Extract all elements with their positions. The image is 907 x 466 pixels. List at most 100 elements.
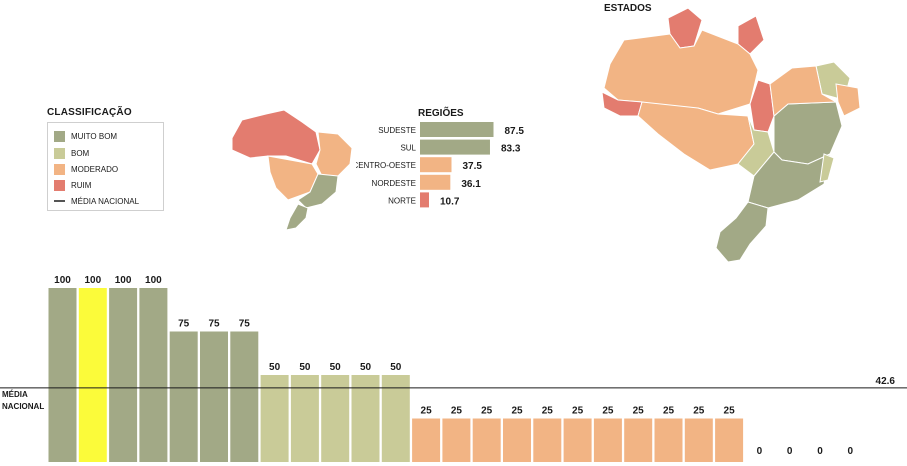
region-bar [420,174,451,190]
states-title: ESTADOS [604,3,652,14]
state-value-label: 25 [481,406,493,417]
state-bar [321,375,350,462]
state-value-label: 75 [208,319,220,330]
map-state-muito-bom-bahia [773,101,843,165]
average-axis-label: NACIONAL [2,402,44,411]
regions-chart: SUDESTE 87.5 SUL 83.3 CENTRO-OESTE 37.5 NORDES… [356,122,525,208]
state-value-label: 25 [572,406,584,417]
state-bar [442,418,471,462]
map-region-norte [231,109,321,165]
average-axis-label: MÉDIA [2,390,28,399]
state-bar [230,331,259,462]
region-label: SUL [400,144,416,153]
legend-item-ruim: RUIM [54,178,91,192]
average-value-label: 42.6 [876,376,896,387]
state-value-label: 50 [299,362,311,373]
state-value-label: 25 [451,406,463,417]
legend-average-line [54,200,65,202]
map-state-moderado-west [637,101,755,171]
state-bar [169,331,198,462]
region-label: SUDESTE [378,126,416,135]
state-bar [260,375,289,462]
region-bar [420,139,490,155]
state-value-label: 25 [693,406,705,417]
legend-label: BOM [71,148,90,158]
state-bar [503,418,531,462]
map-state-moderado-ne [769,65,838,117]
state-value-label: 100 [115,275,132,286]
state-bar [412,418,441,462]
state-value-label: 25 [633,406,645,417]
state-bar [715,418,744,462]
legend: MUITO BOM BOM MODERADO RUIM MÉDIA NACION… [47,122,164,211]
state-bar [290,375,319,462]
state-value-label: 25 [602,406,614,417]
state-value-label: 0 [757,446,763,457]
region-value-label: 37.5 [463,161,483,172]
legend-title: CLASSIFICAÇÃO [47,107,132,118]
state-value-label: 50 [360,362,372,373]
state-bar [563,418,592,462]
map-state-ruim-ne [737,15,765,55]
state-value-label: 25 [663,406,675,417]
legend-swatch [54,163,65,175]
state-value-label: 0 [848,446,854,457]
region-value-label: 83.3 [501,144,521,155]
state-value-label: 0 [817,446,823,457]
legend-swatch [54,130,65,142]
state-bar [533,418,562,462]
state-bar [381,375,410,462]
legend-item-muito-bom: MUITO BOM [54,129,117,143]
state-value-label: 25 [421,406,433,417]
map-state-moderado-east [835,83,861,117]
map-state-bom-es [819,153,835,183]
state-bar [684,418,713,462]
state-value-label: 100 [145,275,162,286]
legend-label: MUITO BOM [71,131,118,141]
state-value-label: 50 [390,362,402,373]
regions-map [231,109,353,231]
legend-label: MÉDIA NACIONAL [71,196,140,206]
state-bar [109,288,138,462]
map-region-sudeste [297,173,339,209]
map-region-nordeste [315,131,353,181]
state-value-label: 75 [239,319,251,330]
state-value-label: 25 [542,406,554,417]
state-value-label: 25 [511,406,523,417]
legend-swatch [54,179,65,191]
legend-item-bom: BOM [54,146,89,160]
state-bar [139,288,168,462]
state-bar [200,331,228,462]
states-bar-chart: 100 100 100 100 75 75 75 50 50 50 50 50 25 25 25 25 25 25… [0,275,907,462]
legend-label: RUIM [71,180,92,190]
state-bar [78,288,107,462]
legend-swatch [54,147,65,159]
state-bar [351,375,380,462]
region-label: NORDESTE [372,179,416,188]
state-value-label: 25 [724,406,736,417]
regions-title: REGIÕES [418,108,464,119]
state-value-label: 0 [787,446,793,457]
state-bar [48,288,77,462]
legend-item-moderado: MODERADO [54,162,118,176]
region-value-label: 36.1 [461,179,481,190]
map-region-centro-oeste [267,155,319,201]
region-value-label: 10.7 [440,196,460,207]
state-value-label: 75 [178,319,190,330]
state-value-label: 50 [269,362,281,373]
region-bar [420,122,494,137]
states-map [601,7,861,263]
region-value-label: 87.5 [505,126,525,137]
region-bar [420,192,429,208]
state-bar [593,418,622,462]
region-label: CENTRO-OESTE [356,161,416,170]
state-bar [624,418,653,462]
map-region-sul [285,203,309,231]
map-state-muito-bom-sul [715,201,769,263]
region-label: NORTE [388,196,416,205]
state-value-label: 50 [330,362,342,373]
region-bar [420,157,452,173]
state-bar [654,418,683,462]
legend-label: MODERADO [71,164,119,174]
legend-item-media-nacional: MÉDIA NACIONAL [54,194,139,208]
